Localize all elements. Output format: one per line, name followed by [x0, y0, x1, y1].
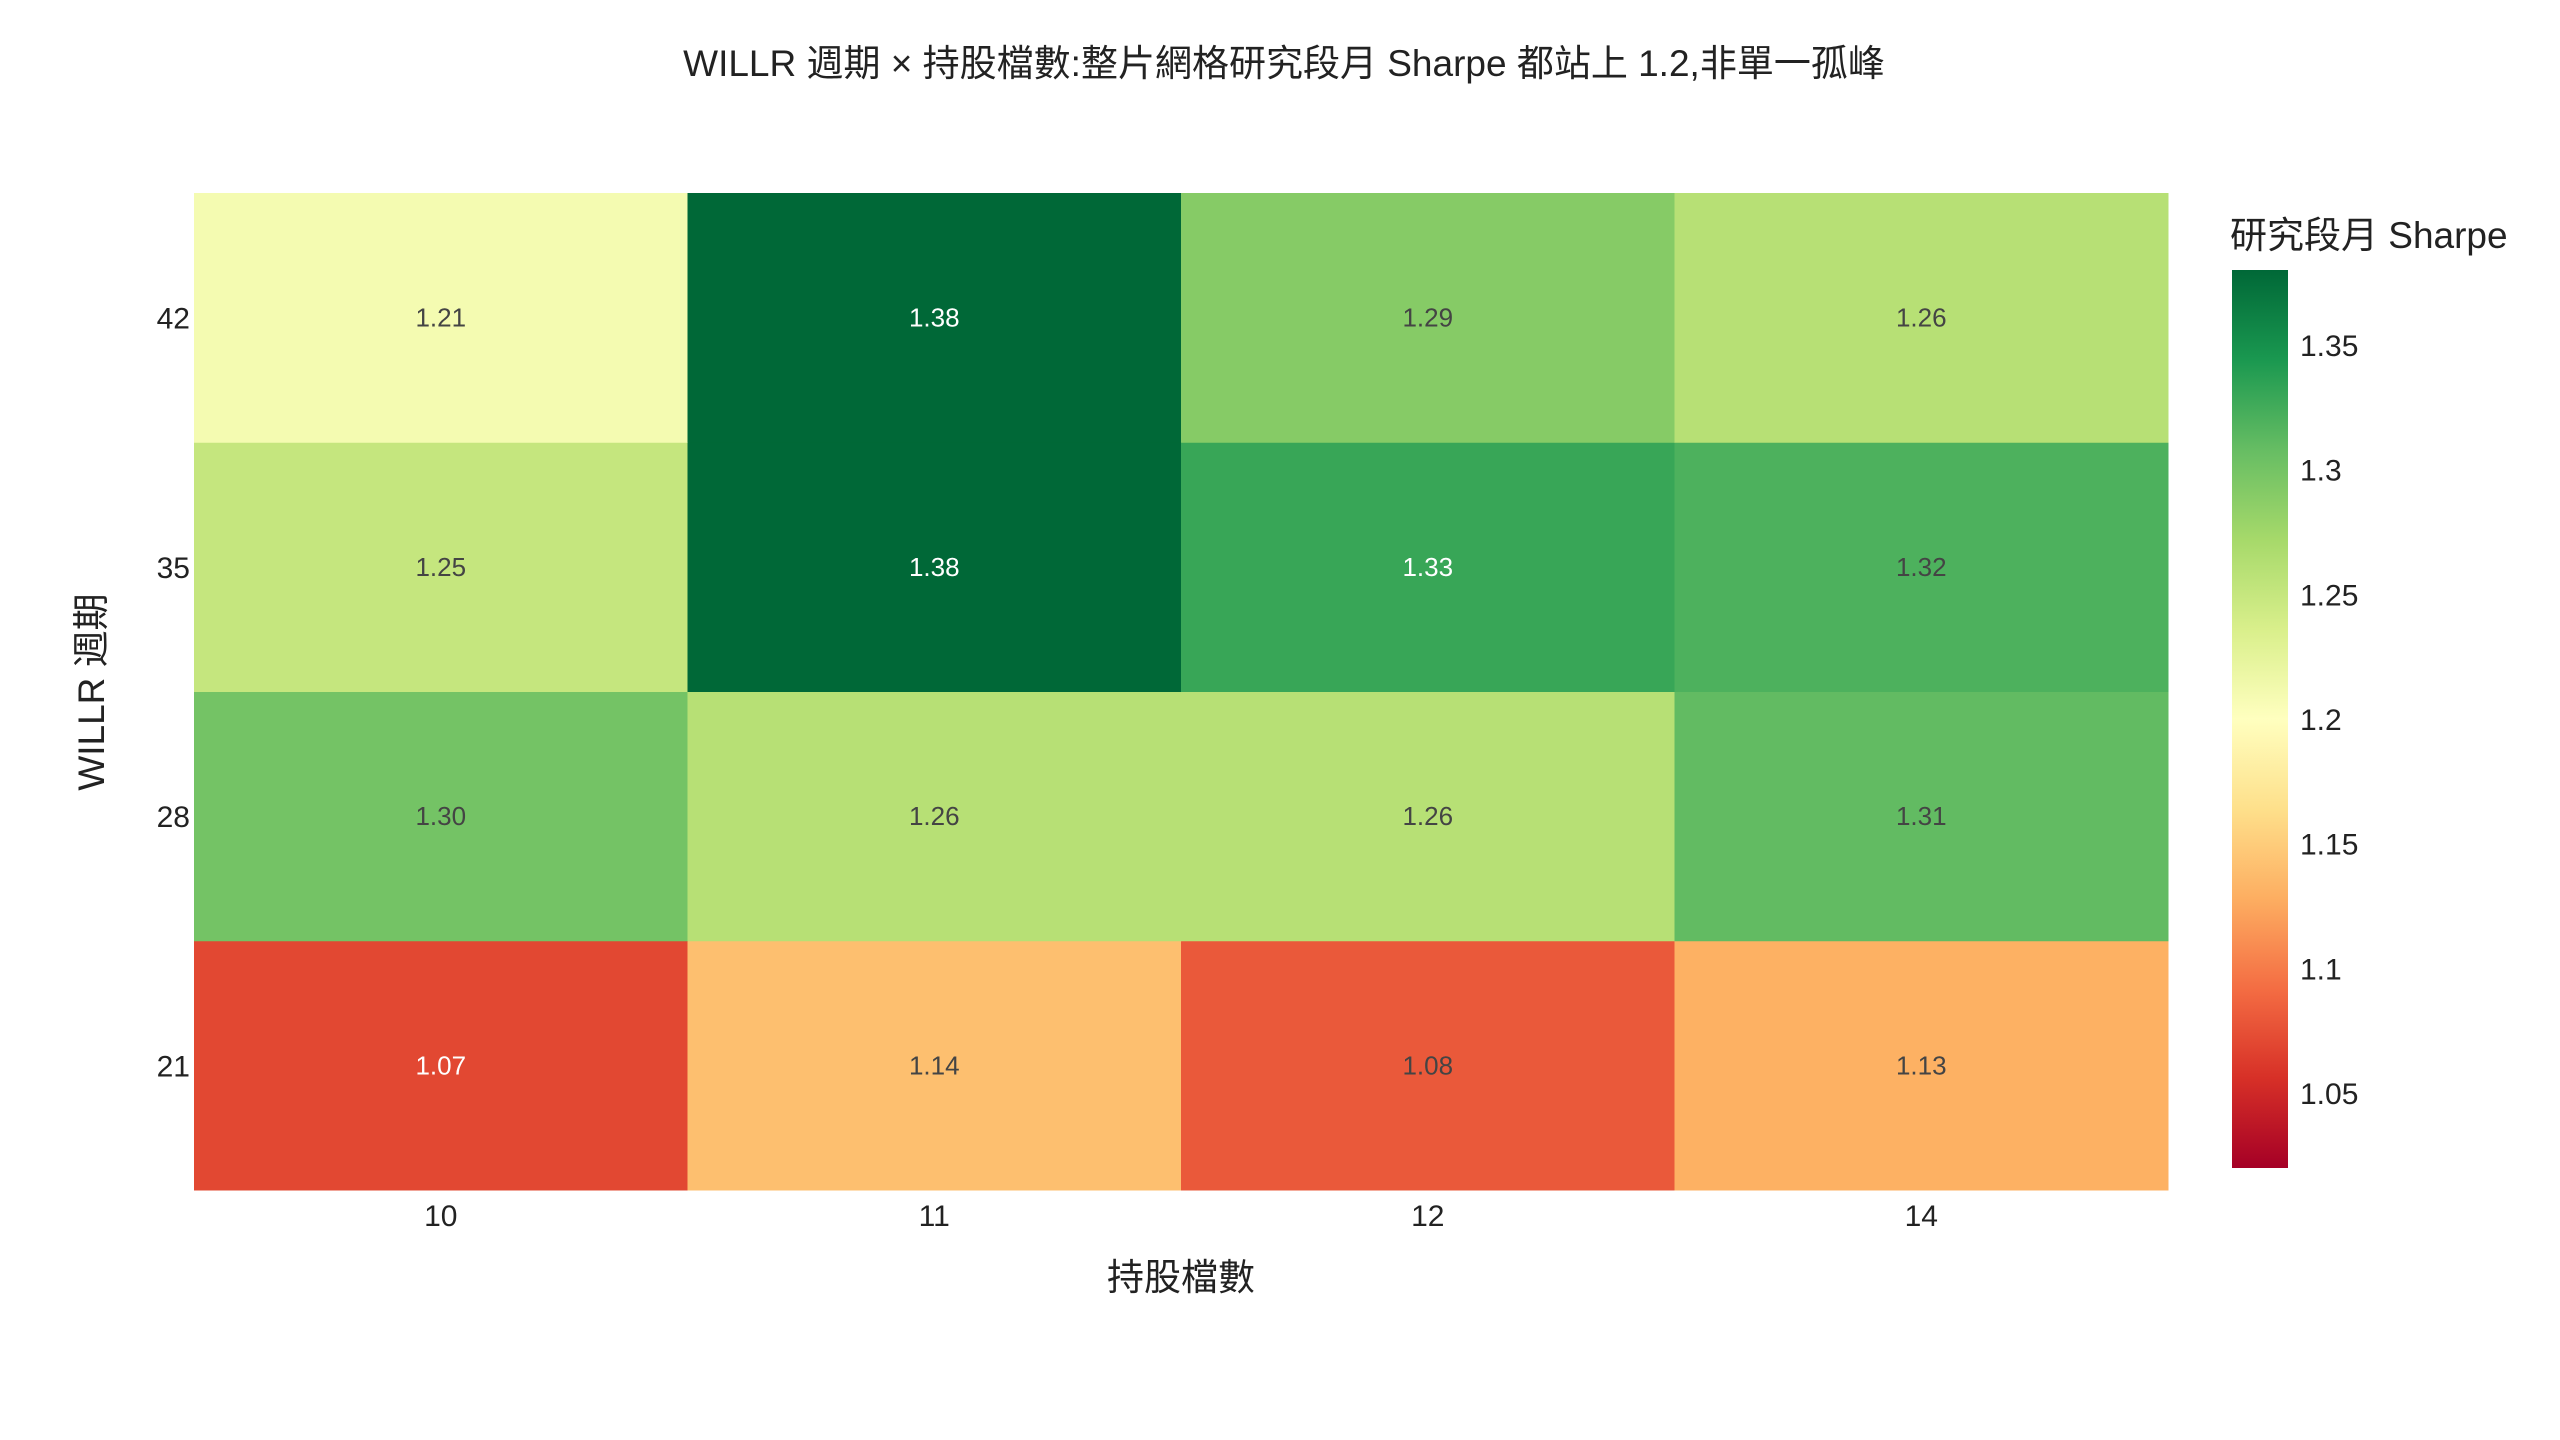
cell-value-label: 1.25 — [415, 552, 466, 582]
heatmap-cell — [1674, 940, 2169, 1191]
heatmap-cell — [1181, 193, 1675, 443]
colorbar-ticks: 1.05 1.1 1.15 1.2 1.25 1.3 1.35 — [2300, 330, 2358, 1111]
heatmap-cell — [1181, 442, 1675, 692]
colorbar-tick-label: 1.1 — [2300, 953, 2342, 986]
cell-value-label: 1.21 — [415, 303, 466, 333]
heatmap-cell — [194, 940, 688, 1191]
heatmap-cell — [1181, 940, 1675, 1191]
cell-value-label: 1.26 — [909, 801, 960, 831]
cell-value-label: 1.33 — [1402, 552, 1453, 582]
y-tick-label: 21 — [157, 1050, 190, 1083]
x-tick-label: 10 — [424, 1200, 457, 1233]
heatmap-cell — [1674, 691, 2169, 942]
heatmap-cell — [687, 442, 1182, 692]
cell-value-label: 1.29 — [1402, 303, 1453, 333]
heatmap-cell — [194, 442, 688, 692]
heatmap-cells — [194, 193, 2169, 1191]
y-axis-title: WILLR 週期 — [71, 593, 112, 790]
heatmap-cell — [687, 691, 1182, 942]
heatmap-cell — [194, 691, 688, 942]
colorbar-tick-label: 1.3 — [2300, 455, 2342, 488]
cell-value-label: 1.32 — [1896, 552, 1947, 582]
heatmap-cell — [1181, 691, 1675, 942]
heatmap-cell — [1674, 193, 2169, 443]
colorbar-tick-label: 1.05 — [2300, 1078, 2358, 1111]
colorbar — [2232, 270, 2288, 1168]
cell-value-label: 1.07 — [415, 1050, 466, 1080]
cell-value-label: 1.26 — [1896, 303, 1947, 333]
cell-value-label: 1.08 — [1402, 1050, 1453, 1080]
x-tick-label: 14 — [1905, 1200, 1938, 1233]
y-tick-label: 35 — [157, 552, 190, 585]
colorbar-tick-label: 1.2 — [2300, 704, 2342, 737]
cell-value-label: 1.13 — [1896, 1050, 1947, 1080]
colorbar-tick-label: 1.25 — [2300, 579, 2358, 612]
x-axis-ticks: 10 11 12 14 — [424, 1200, 1938, 1233]
cell-value-label: 1.38 — [909, 303, 960, 333]
colorbar-tick-label: 1.35 — [2300, 330, 2358, 363]
y-tick-label: 28 — [157, 801, 190, 834]
colorbar-tick-label: 1.15 — [2300, 829, 2358, 862]
cell-value-label: 1.14 — [909, 1050, 960, 1080]
colorbar-title: 研究段月 Sharpe — [2230, 215, 2508, 256]
x-tick-label: 11 — [919, 1200, 950, 1233]
chart-title: WILLR 週期 × 持股檔數:整片網格研究段月 Sharpe 都站上 1.2,… — [683, 43, 1885, 84]
y-axis-ticks: 21 28 35 42 — [157, 303, 190, 1084]
cell-value-label: 1.38 — [909, 552, 960, 582]
cell-value-label: 1.30 — [415, 801, 466, 831]
heatmap-cell — [687, 940, 1182, 1191]
heatmap-cell — [687, 193, 1182, 443]
heatmap-cell — [194, 193, 688, 443]
x-axis-title: 持股檔數 — [1107, 1257, 1255, 1298]
heatmap-cell-labels: 1.07 1.14 1.08 1.13 1.30 1.26 1.26 1.31 1.25 1.38… — [415, 303, 1946, 1081]
heatmap-cell — [1674, 442, 2169, 692]
cell-value-label: 1.31 — [1896, 801, 1947, 831]
y-tick-label: 42 — [157, 303, 190, 336]
x-tick-label: 12 — [1411, 1200, 1444, 1233]
cell-value-label: 1.26 — [1402, 801, 1453, 831]
